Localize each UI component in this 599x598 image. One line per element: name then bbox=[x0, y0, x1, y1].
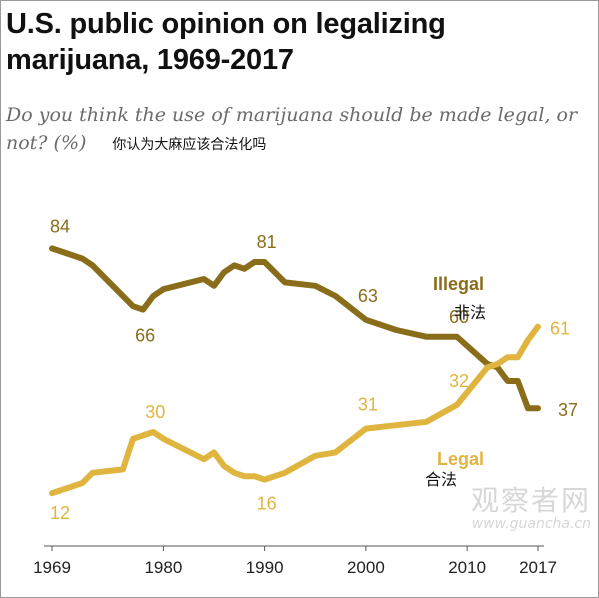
subtitle-zh-text: 你认为大麻应该合法化吗 bbox=[112, 137, 267, 153]
series-line-legal bbox=[49, 323, 541, 497]
data-label-legal: 31 bbox=[358, 395, 378, 415]
data-label-illegal: 84 bbox=[50, 216, 70, 236]
chart-title: U.S. public opinion on legalizing mariju… bbox=[6, 8, 446, 76]
x-tick-label: 1969 bbox=[33, 558, 71, 577]
data-label-legal: 12 bbox=[50, 503, 70, 523]
data-label-illegal: 37 bbox=[558, 400, 578, 420]
watermark-text: 观察者网 bbox=[470, 484, 591, 517]
subtitle-text: Do you think the use of marijuana should… bbox=[6, 104, 578, 154]
data-label-illegal: 81 bbox=[257, 232, 277, 252]
data-label-illegal: 60 bbox=[449, 307, 469, 327]
legend-labels: Illegal 非法 Legal 合法 bbox=[425, 274, 486, 489]
x-tick-label: 1980 bbox=[144, 558, 182, 577]
x-tick-label: 2010 bbox=[448, 558, 486, 577]
data-label-illegal: 63 bbox=[358, 286, 378, 306]
legend-label-illegal-zh: 非法 bbox=[454, 304, 486, 322]
series-legal bbox=[49, 323, 541, 497]
legend-label-illegal: Illegal bbox=[433, 274, 484, 294]
data-labels: 84 66 81 63 60 37 12 30 16 31 32 61 bbox=[50, 216, 578, 523]
watermark-url: www.guancha.cn bbox=[471, 516, 591, 532]
legend-label-legal-zh: 合法 bbox=[425, 471, 457, 489]
data-label-legal: 61 bbox=[550, 319, 570, 339]
legend-label-legal: Legal bbox=[437, 449, 484, 469]
data-label-legal: 30 bbox=[145, 402, 165, 422]
x-axis: 1969 1980 1990 2000 2010 2017 bbox=[33, 545, 557, 577]
x-tick-label: 1990 bbox=[246, 558, 284, 577]
x-tick-label: 2000 bbox=[347, 558, 385, 577]
x-tick-label: 2017 bbox=[519, 558, 557, 577]
chart-subtitle: Do you think the use of marijuana should… bbox=[6, 101, 591, 159]
data-label-legal: 16 bbox=[257, 494, 277, 514]
watermark: 观察者网 www.guancha.cn bbox=[470, 484, 591, 533]
data-label-legal: 32 bbox=[449, 371, 469, 391]
data-label-illegal: 66 bbox=[135, 326, 155, 346]
